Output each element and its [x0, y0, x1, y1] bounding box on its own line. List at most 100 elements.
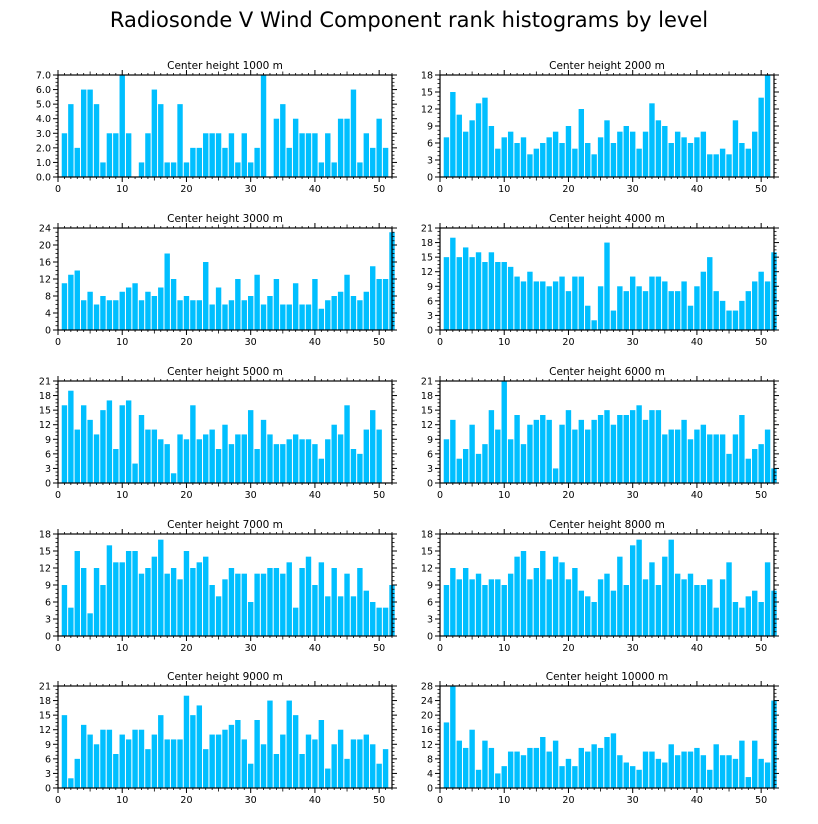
bar — [642, 751, 649, 788]
y-tick-label: 0 — [45, 479, 51, 490]
y-tick-label: 28 — [421, 682, 433, 693]
bar — [533, 148, 540, 177]
bar — [331, 424, 337, 483]
y-tick-label: 18 — [421, 71, 433, 82]
bar — [719, 579, 726, 636]
bar — [222, 304, 228, 330]
bar — [707, 154, 713, 177]
x-tick-label: 20 — [180, 184, 192, 195]
bar — [674, 291, 681, 330]
x-tick-label: 50 — [755, 490, 767, 501]
x-tick-label: 0 — [55, 184, 61, 195]
bar — [610, 590, 617, 636]
bar — [241, 739, 247, 788]
bar — [681, 751, 687, 788]
bar — [164, 444, 170, 483]
bar — [376, 279, 382, 330]
bar — [565, 410, 572, 483]
bar — [764, 281, 771, 330]
bar — [158, 715, 164, 788]
bar — [495, 429, 501, 483]
bar — [707, 769, 713, 788]
bar — [273, 568, 280, 636]
bar — [572, 766, 578, 788]
y-tick-label: 1.0 — [36, 158, 51, 169]
bar — [196, 562, 203, 636]
bar — [591, 419, 597, 483]
bar — [370, 602, 376, 636]
panel-title: Center height 3000 m — [167, 213, 283, 225]
bar — [520, 444, 527, 483]
bar — [597, 415, 604, 483]
y-tick-label: 9 — [427, 282, 433, 293]
bar — [370, 147, 376, 177]
x-tick-label: 10 — [498, 337, 510, 348]
bar — [694, 429, 700, 483]
bar — [559, 424, 565, 483]
bar — [456, 579, 462, 636]
bar — [280, 573, 286, 636]
bar — [138, 729, 145, 788]
y-tick-label: 15 — [39, 711, 51, 722]
bar — [662, 762, 668, 788]
bar — [100, 162, 106, 177]
bar — [318, 308, 325, 330]
bar — [604, 737, 610, 788]
bar — [752, 740, 758, 788]
chart-panel-6: Center height 6000 m 0 3 6 9 12 15 18 21 0 10 20 30 4… — [421, 366, 779, 501]
x-tick-label: 40 — [309, 490, 321, 501]
x-tick-label: 20 — [180, 643, 192, 654]
y-tick-label: 9 — [45, 581, 51, 592]
bar — [726, 562, 732, 636]
bar — [610, 310, 617, 330]
x-tick-label: 40 — [691, 184, 703, 195]
bar — [482, 262, 488, 330]
x-tick-label: 0 — [55, 795, 61, 806]
bar — [578, 590, 585, 636]
bar — [132, 283, 138, 330]
bar — [93, 568, 100, 636]
x-tick-label: 40 — [691, 490, 703, 501]
y-tick-label: 3 — [427, 156, 433, 167]
bar — [138, 162, 145, 177]
y-tick-label: 21 — [39, 377, 51, 388]
bar — [196, 439, 203, 483]
bar — [376, 763, 382, 788]
bar — [228, 444, 235, 483]
bar — [655, 276, 662, 330]
y-tick-label: 3 — [427, 311, 433, 322]
bar — [363, 291, 370, 330]
y-tick-label: 9 — [45, 740, 51, 751]
x-tick-label: 20 — [562, 795, 574, 806]
y-tick-label: 15 — [421, 406, 433, 417]
bar — [681, 419, 687, 483]
x-tick-label: 50 — [373, 337, 385, 348]
bar — [732, 434, 739, 483]
bar — [312, 585, 318, 636]
bar — [68, 390, 74, 483]
x-tick-label: 30 — [245, 184, 257, 195]
bar — [337, 118, 344, 177]
bar — [318, 562, 325, 636]
bar — [475, 769, 482, 788]
y-tick-label: 12 — [421, 267, 433, 278]
x-tick-label: 20 — [180, 795, 192, 806]
bar — [382, 607, 389, 636]
x-tick-label: 0 — [437, 795, 443, 806]
x-tick-label: 30 — [245, 337, 257, 348]
bar — [164, 573, 170, 636]
y-tick-label: 3 — [427, 464, 433, 475]
bar — [585, 305, 591, 330]
bar — [286, 304, 292, 330]
bar — [350, 596, 357, 636]
bar — [93, 744, 100, 788]
panel-title: Center height 9000 m — [167, 671, 283, 683]
bar — [707, 257, 713, 330]
x-tick-label: 30 — [627, 184, 639, 195]
bar — [350, 89, 357, 177]
y-tick-label: 6 — [427, 139, 433, 150]
bar — [273, 118, 280, 177]
bar — [106, 545, 113, 636]
bar — [540, 281, 546, 330]
bar — [170, 473, 177, 483]
